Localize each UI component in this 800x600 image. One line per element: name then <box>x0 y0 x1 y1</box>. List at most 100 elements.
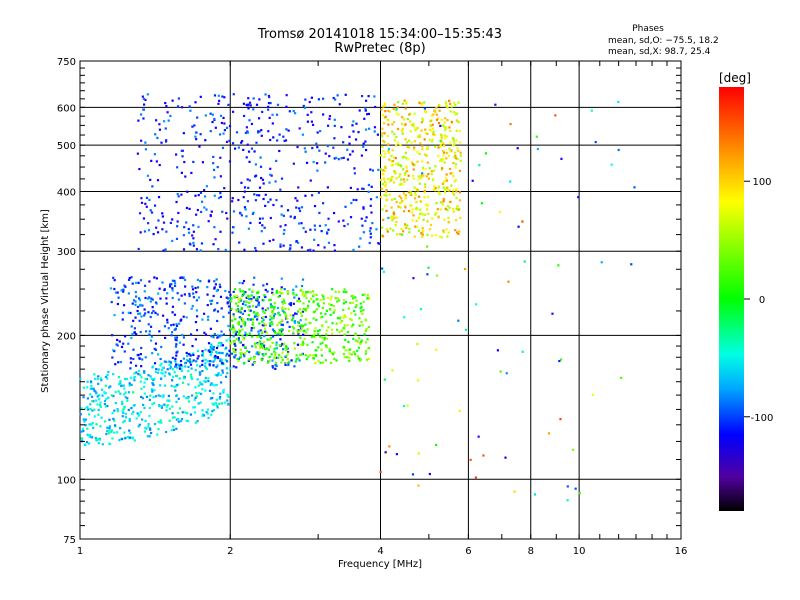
data-point <box>230 342 233 345</box>
data-point <box>124 391 127 394</box>
data-point <box>221 369 224 372</box>
data-point <box>212 348 215 351</box>
data-point <box>123 350 126 353</box>
data-point <box>207 220 210 223</box>
data-point <box>381 127 384 130</box>
data-point <box>521 350 524 353</box>
data-point <box>448 167 452 171</box>
data-point <box>226 297 230 300</box>
data-point <box>117 296 120 299</box>
data-point <box>248 288 251 291</box>
data-point <box>242 300 246 303</box>
data-point <box>281 323 285 327</box>
data-point <box>269 324 272 327</box>
data-point <box>252 211 255 214</box>
data-point <box>449 150 452 153</box>
data-point <box>313 336 317 339</box>
data-point <box>241 282 244 285</box>
data-point <box>237 146 240 149</box>
data-point <box>436 117 439 120</box>
data-point <box>157 353 160 356</box>
data-point <box>151 390 154 393</box>
data-point <box>359 340 363 343</box>
data-point <box>212 360 215 363</box>
data-point <box>251 323 254 326</box>
data-point <box>162 394 165 397</box>
data-point <box>235 308 238 312</box>
data-point <box>156 231 160 234</box>
data-point <box>130 406 133 410</box>
data-point <box>257 342 260 346</box>
data-point <box>315 162 319 165</box>
data-point <box>90 423 93 426</box>
data-point <box>435 106 438 109</box>
data-point <box>354 333 357 336</box>
data-point <box>373 130 376 133</box>
data-point <box>168 419 171 422</box>
data-point <box>149 394 152 397</box>
data-point <box>328 115 332 118</box>
data-point <box>330 295 333 298</box>
data-point <box>97 442 100 445</box>
data-point <box>348 356 351 359</box>
data-point <box>311 290 315 293</box>
data-point <box>234 333 238 336</box>
data-point <box>441 182 444 186</box>
data-point <box>346 356 349 359</box>
data-point <box>253 315 256 318</box>
data-point <box>120 345 124 349</box>
data-point <box>113 431 116 434</box>
data-point <box>195 395 198 398</box>
data-point <box>344 205 347 208</box>
data-point <box>269 322 272 325</box>
data-point <box>364 341 368 344</box>
data-point <box>245 215 248 218</box>
data-point <box>134 316 137 319</box>
x-tick-label: 2 <box>227 546 233 557</box>
data-point <box>410 161 414 164</box>
data-point <box>232 210 236 213</box>
data-point <box>80 430 83 433</box>
data-point <box>434 165 437 168</box>
data-point <box>185 358 189 362</box>
data-point <box>267 200 270 204</box>
data-point <box>353 353 357 356</box>
data-point <box>158 330 161 333</box>
data-point <box>457 149 460 152</box>
data-point <box>244 131 247 135</box>
phase-stats: Phases mean, sd,O: −75.5, 18.2 mean, sd,… <box>608 24 719 57</box>
data-point <box>232 93 235 96</box>
data-point <box>88 423 91 426</box>
data-point <box>284 313 287 316</box>
data-point <box>255 352 258 355</box>
data-point <box>421 148 424 151</box>
data-point <box>184 362 187 365</box>
data-point <box>111 334 114 337</box>
data-point <box>91 387 94 390</box>
data-point <box>222 333 226 336</box>
data-point <box>454 154 457 157</box>
data-point <box>203 195 207 198</box>
data-point <box>296 199 299 202</box>
data-point <box>217 102 220 105</box>
data-point <box>399 183 402 186</box>
data-point <box>360 154 364 157</box>
data-point <box>207 318 210 321</box>
data-point <box>144 148 148 151</box>
data-point <box>304 354 307 357</box>
data-point <box>324 152 327 155</box>
data-point <box>312 160 315 164</box>
data-point <box>452 189 455 192</box>
data-point <box>97 375 100 378</box>
data-point <box>313 330 316 333</box>
data-point <box>272 203 275 207</box>
data-point <box>132 348 135 351</box>
data-point <box>189 354 192 357</box>
data-point <box>152 402 156 405</box>
data-point <box>144 356 147 359</box>
data-point <box>157 292 160 295</box>
data-point <box>318 149 321 152</box>
data-point <box>391 175 394 179</box>
data-point <box>112 276 115 279</box>
data-point <box>274 332 277 335</box>
